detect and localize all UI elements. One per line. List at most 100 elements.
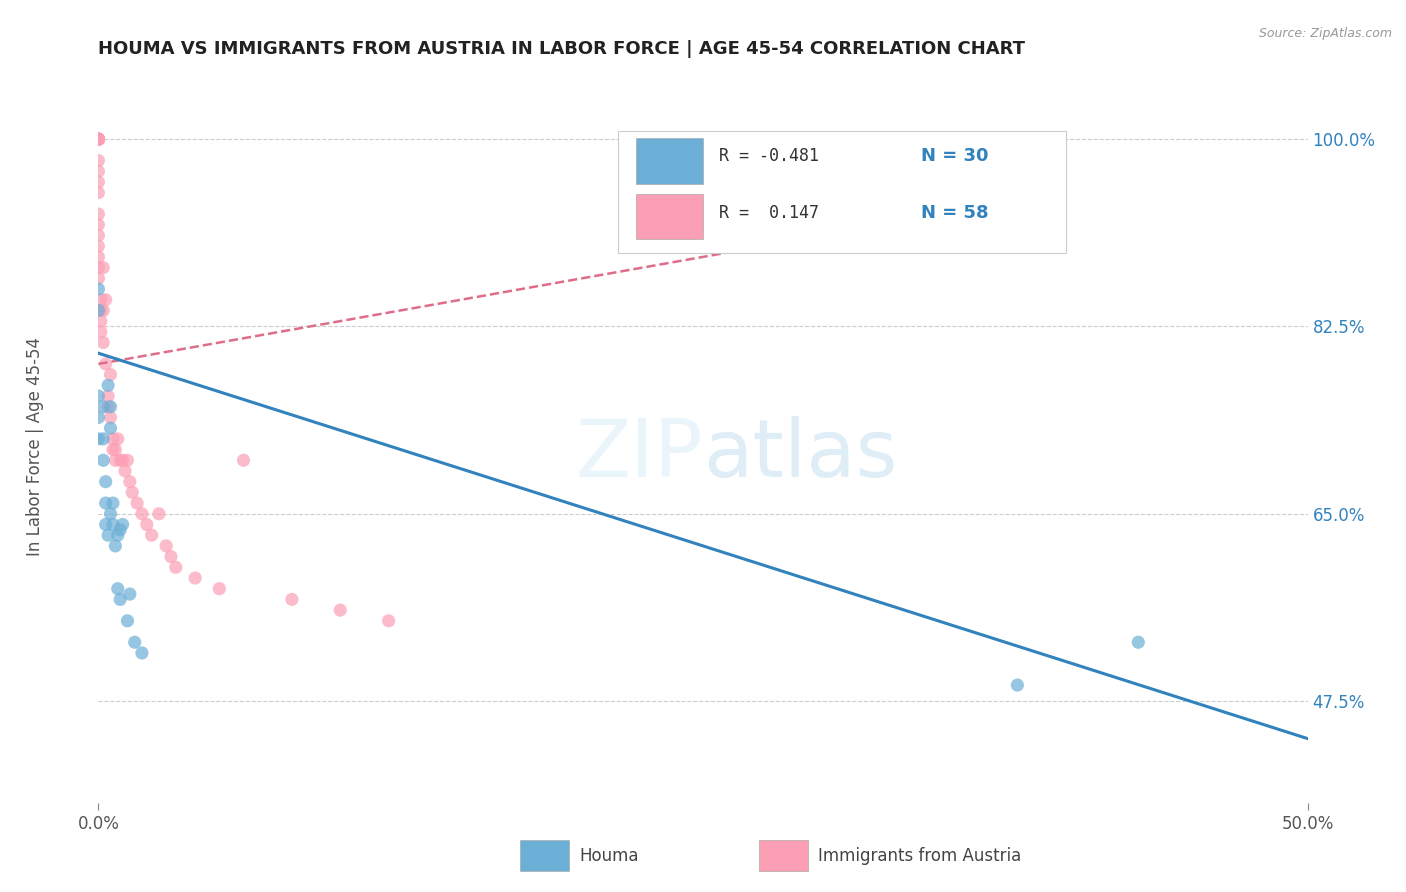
Point bbox=[118, 475, 141, 489]
Point bbox=[87, 260, 110, 275]
Point bbox=[87, 250, 110, 264]
Point bbox=[101, 432, 124, 446]
Point bbox=[100, 400, 122, 414]
Point bbox=[87, 432, 110, 446]
Point bbox=[107, 582, 129, 596]
Point bbox=[87, 239, 110, 253]
Point bbox=[377, 614, 399, 628]
Text: In Labor Force | Age 45-54: In Labor Force | Age 45-54 bbox=[27, 336, 44, 556]
Point bbox=[118, 587, 141, 601]
Point bbox=[104, 442, 127, 457]
Point bbox=[97, 528, 120, 542]
Point bbox=[87, 228, 110, 243]
Point bbox=[90, 314, 112, 328]
Point bbox=[117, 453, 139, 467]
Point bbox=[101, 442, 124, 457]
Point bbox=[104, 539, 127, 553]
Point bbox=[94, 517, 117, 532]
Point bbox=[97, 389, 120, 403]
Point bbox=[329, 603, 352, 617]
Point bbox=[111, 453, 134, 467]
FancyBboxPatch shape bbox=[619, 131, 1066, 253]
Point bbox=[97, 400, 120, 414]
Point bbox=[100, 410, 122, 425]
Point bbox=[141, 528, 163, 542]
Point bbox=[135, 517, 157, 532]
Point bbox=[87, 132, 110, 146]
FancyBboxPatch shape bbox=[637, 138, 703, 184]
Point bbox=[87, 207, 110, 221]
Text: Source: ZipAtlas.com: Source: ZipAtlas.com bbox=[1258, 27, 1392, 40]
Point bbox=[87, 132, 110, 146]
Point bbox=[108, 523, 131, 537]
Point bbox=[1007, 678, 1029, 692]
Point bbox=[208, 582, 231, 596]
Point bbox=[87, 153, 110, 168]
Point bbox=[87, 389, 110, 403]
Point bbox=[91, 260, 114, 275]
Point bbox=[87, 132, 110, 146]
FancyBboxPatch shape bbox=[637, 194, 703, 239]
Point bbox=[127, 496, 149, 510]
Point bbox=[90, 325, 112, 339]
Text: N = 30: N = 30 bbox=[921, 147, 988, 165]
Point bbox=[232, 453, 254, 467]
Point bbox=[100, 507, 122, 521]
Point bbox=[160, 549, 183, 564]
Point bbox=[87, 132, 110, 146]
Point bbox=[1128, 635, 1150, 649]
Point bbox=[184, 571, 207, 585]
Point bbox=[165, 560, 187, 574]
Text: R = -0.481: R = -0.481 bbox=[718, 147, 818, 165]
Point bbox=[114, 464, 136, 478]
Point bbox=[108, 592, 131, 607]
Point bbox=[87, 218, 110, 232]
Point bbox=[87, 164, 110, 178]
Point bbox=[104, 453, 127, 467]
Point bbox=[117, 614, 139, 628]
Point bbox=[94, 293, 117, 307]
Text: N = 58: N = 58 bbox=[921, 204, 988, 222]
Point bbox=[101, 496, 124, 510]
Point bbox=[101, 517, 124, 532]
Point bbox=[87, 132, 110, 146]
Point bbox=[91, 400, 114, 414]
Point bbox=[87, 271, 110, 285]
Point bbox=[90, 303, 112, 318]
Point bbox=[131, 507, 153, 521]
Point bbox=[107, 432, 129, 446]
Point bbox=[91, 303, 114, 318]
Point bbox=[91, 335, 114, 350]
Text: ZIP: ZIP bbox=[575, 416, 703, 494]
Text: Immigrants from Austria: Immigrants from Austria bbox=[818, 847, 1022, 865]
Point bbox=[94, 475, 117, 489]
Point bbox=[100, 421, 122, 435]
Point bbox=[97, 378, 120, 392]
Text: atlas: atlas bbox=[703, 416, 897, 494]
Point bbox=[87, 175, 110, 189]
Point bbox=[108, 453, 131, 467]
Point bbox=[121, 485, 143, 500]
Text: R =  0.147: R = 0.147 bbox=[718, 204, 818, 222]
Point bbox=[107, 528, 129, 542]
Point bbox=[90, 293, 112, 307]
Point bbox=[87, 303, 110, 318]
Point bbox=[87, 282, 110, 296]
Point bbox=[91, 453, 114, 467]
Point bbox=[94, 357, 117, 371]
Point bbox=[148, 507, 170, 521]
Point bbox=[94, 496, 117, 510]
Text: Houma: Houma bbox=[579, 847, 638, 865]
Point bbox=[87, 410, 110, 425]
Point bbox=[87, 132, 110, 146]
Point bbox=[281, 592, 304, 607]
Point bbox=[111, 517, 134, 532]
Point bbox=[131, 646, 153, 660]
Point bbox=[100, 368, 122, 382]
Point bbox=[124, 635, 146, 649]
Point bbox=[87, 132, 110, 146]
Point bbox=[87, 186, 110, 200]
Point bbox=[87, 132, 110, 146]
Point bbox=[91, 432, 114, 446]
Point bbox=[87, 132, 110, 146]
